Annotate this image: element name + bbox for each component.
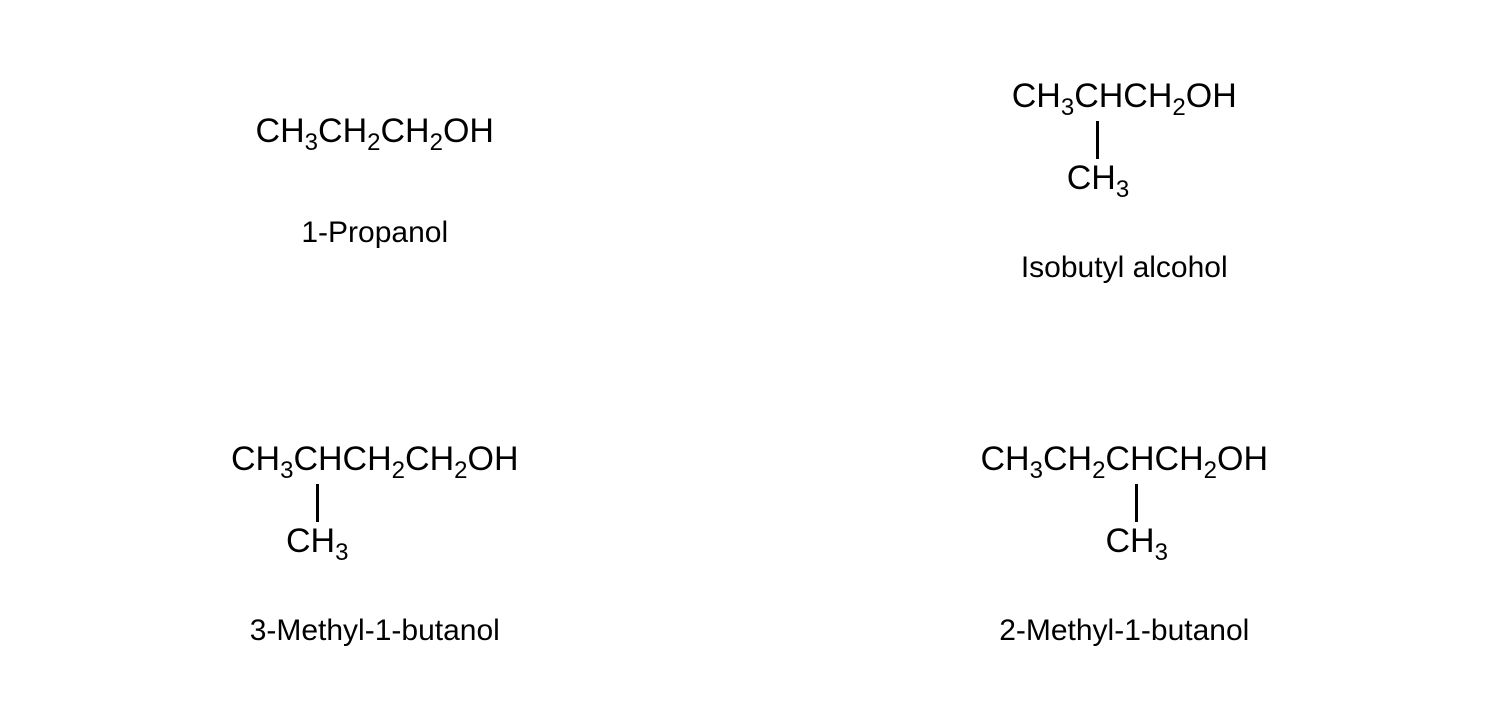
formula-part: CH: [405, 442, 454, 476]
formula-sub: 3: [1030, 459, 1043, 483]
branch: CH3: [286, 484, 348, 561]
branch-part: CH: [1105, 522, 1154, 561]
structure-1-propanol: CH3CH2CH2OH: [256, 114, 494, 148]
formula-part: CH: [318, 114, 367, 148]
branch: CH3: [1105, 484, 1167, 561]
branch-sub: 3: [1155, 539, 1168, 567]
branch: CH3: [1067, 121, 1129, 198]
branch-group: CH3: [286, 522, 348, 561]
formula-part: CH: [1043, 442, 1092, 476]
formula-sub: 3: [305, 131, 318, 155]
bond-vertical: [1096, 121, 1099, 159]
branch-sub: 3: [335, 539, 348, 567]
structure-isobutyl-alcohol: CH3CHCH2OH CH3: [1012, 79, 1237, 203]
compound-cell-2-methyl-1-butanol: CH3CH2CHCH2OH CH3 2-Methyl-1-butanol: [750, 364, 1499, 727]
formula-sub: 2: [454, 459, 467, 483]
formula-part: OH: [468, 442, 519, 476]
compound-cell-isobutyl-alcohol: CH3CHCH2OH CH3 Isobutyl alcohol: [750, 0, 1499, 364]
formula-1-propanol: CH3CH2CH2OH: [256, 114, 494, 148]
branch-2m1b: CH3: [1105, 484, 1167, 561]
branch-isobutyl: CH3: [1067, 121, 1129, 198]
branch-3m1b: CH3: [286, 484, 348, 561]
compound-cell-1-propanol: CH3CH2CH2OH 1-Propanol: [0, 0, 750, 364]
compound-name: Isobutyl alcohol: [1021, 251, 1228, 285]
formula-sub: 2: [1172, 96, 1185, 120]
formula-sub: 2: [367, 131, 380, 155]
branch-part: CH: [1067, 159, 1116, 198]
formula-part: OH: [1217, 442, 1268, 476]
formula-isobutyl-alcohol: CH3CHCH2OH: [1012, 79, 1237, 113]
formula-sub: 3: [1061, 96, 1074, 120]
formula-part: CH: [380, 114, 429, 148]
formula-part: OH: [1186, 79, 1237, 113]
formula-sub: 2: [392, 459, 405, 483]
branch-group: CH3: [1067, 159, 1129, 198]
formula-3-methyl-1-butanol: CH3CHCH2CH2OH: [231, 442, 519, 476]
formula-part: CHCH: [1074, 79, 1172, 113]
formula-part: CH: [231, 442, 280, 476]
bond-vertical: [316, 484, 319, 522]
formula-sub: 2: [430, 131, 443, 155]
branch-sub: 3: [1116, 176, 1129, 204]
bond-vertical: [1135, 484, 1138, 522]
branch-part: CH: [286, 522, 335, 561]
compound-name: 1-Propanol: [301, 216, 448, 250]
formula-sub: 2: [1092, 459, 1105, 483]
structure-2-methyl-1-butanol: CH3CH2CHCH2OH CH3: [980, 442, 1268, 566]
compound-name: 2-Methyl-1-butanol: [999, 614, 1249, 648]
formula-part: CHCH: [293, 442, 391, 476]
formula-part: CH: [256, 114, 305, 148]
compound-grid: CH3CH2CH2OH 1-Propanol CH3CHCH2OH CH3 Is…: [0, 0, 1499, 727]
formula-part: CHCH: [1105, 442, 1203, 476]
formula-sub: 3: [280, 459, 293, 483]
formula-sub: 2: [1204, 459, 1217, 483]
structure-3-methyl-1-butanol: CH3CHCH2CH2OH CH3: [231, 442, 519, 566]
formula-part: CH: [980, 442, 1029, 476]
formula-part: CH: [1012, 79, 1061, 113]
compound-name: 3-Methyl-1-butanol: [250, 614, 500, 648]
formula-2-methyl-1-butanol: CH3CH2CHCH2OH: [980, 442, 1268, 476]
branch-group: CH3: [1105, 522, 1167, 561]
compound-cell-3-methyl-1-butanol: CH3CHCH2CH2OH CH3 3-Methyl-1-butanol: [0, 364, 750, 727]
formula-part: OH: [443, 114, 494, 148]
